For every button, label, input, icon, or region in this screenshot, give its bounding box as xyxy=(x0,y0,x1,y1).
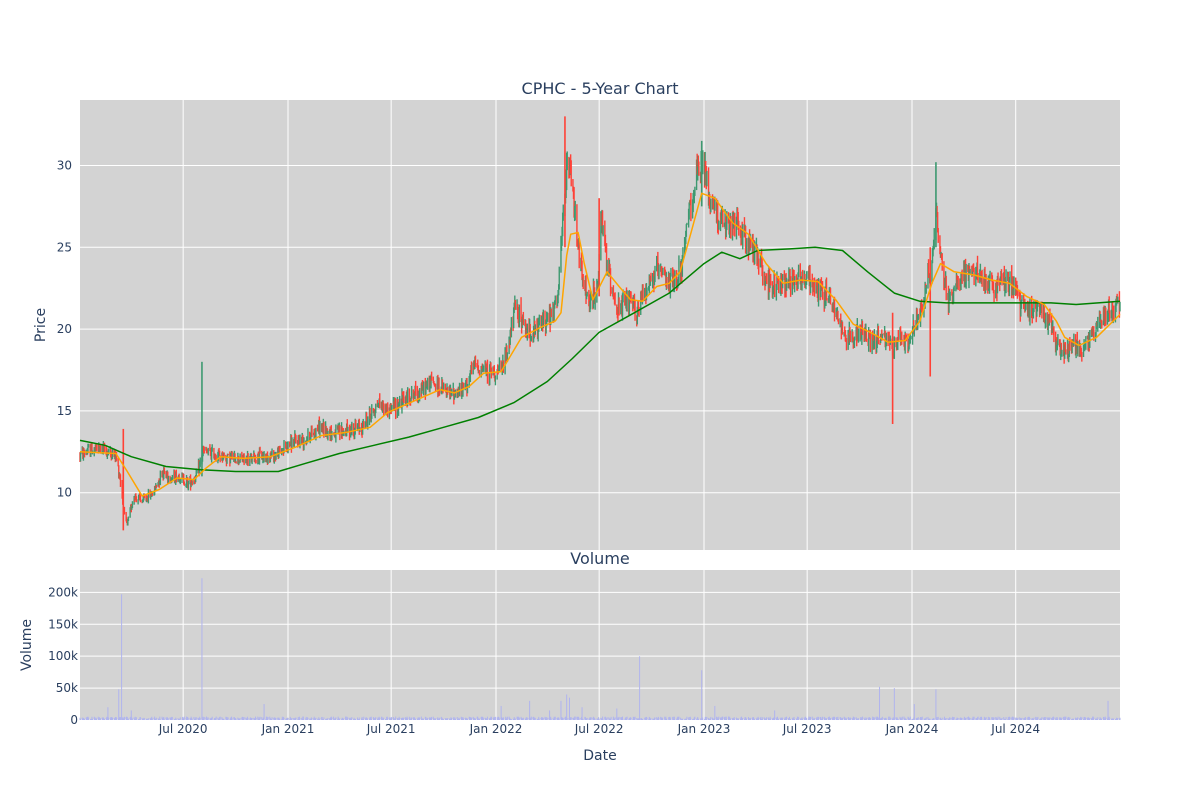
price-chart-title: CPHC - 5-Year Chart xyxy=(522,79,679,98)
x-tick-label: Jul 2020 xyxy=(158,722,208,736)
x-tick-label: Jul 2024 xyxy=(990,722,1040,736)
volume-y-tick-label: 0 xyxy=(70,713,78,727)
x-tick-label: Jan 2023 xyxy=(677,722,731,736)
price-y-tick-label: 30 xyxy=(57,158,72,172)
volume-y-tick-label: 50k xyxy=(56,681,78,695)
price-plot-background xyxy=(80,100,1120,550)
price-y-tick-label: 20 xyxy=(57,322,72,336)
ma-long-line xyxy=(79,246,1121,473)
price-y-axis-title: Price xyxy=(33,308,49,342)
price-candles xyxy=(79,116,1121,531)
price-y-tick-label: 10 xyxy=(57,486,72,500)
price-y-tick-label: 25 xyxy=(57,240,72,254)
x-tick-label: Jul 2023 xyxy=(782,722,832,736)
volume-y-axis-title: Volume xyxy=(19,619,35,671)
x-axis-title: Date xyxy=(583,748,616,764)
volume-y-ticks: 0 50k 100k 150k 200k xyxy=(48,585,78,727)
x-tick-label: Jul 2022 xyxy=(574,722,624,736)
volume-y-tick-label: 150k xyxy=(48,617,78,631)
ma-short-line xyxy=(79,192,1121,497)
x-tick-label: Jul 2021 xyxy=(366,722,416,736)
price-grid xyxy=(80,100,1120,550)
date-x-ticks: Jul 2020 Jan 2021 Jul 2021 Jan 2022 Jul 2022… xyxy=(158,722,1040,736)
price-y-ticks: 10 15 20 25 30 xyxy=(57,158,72,499)
volume-chart-title: Volume xyxy=(570,549,630,568)
volume-plot-background xyxy=(80,570,1120,720)
volume-y-tick-label: 200k xyxy=(48,585,78,599)
volume-y-tick-label: 100k xyxy=(48,649,78,663)
price-y-tick-label: 15 xyxy=(57,404,72,418)
x-tick-label: Jan 2021 xyxy=(261,722,315,736)
moving-average-lines xyxy=(79,192,1121,497)
x-tick-label: Jan 2022 xyxy=(469,722,523,736)
x-tick-label: Jan 2024 xyxy=(885,722,939,736)
volume-grid xyxy=(80,570,1120,721)
volume-bars xyxy=(79,578,1121,720)
